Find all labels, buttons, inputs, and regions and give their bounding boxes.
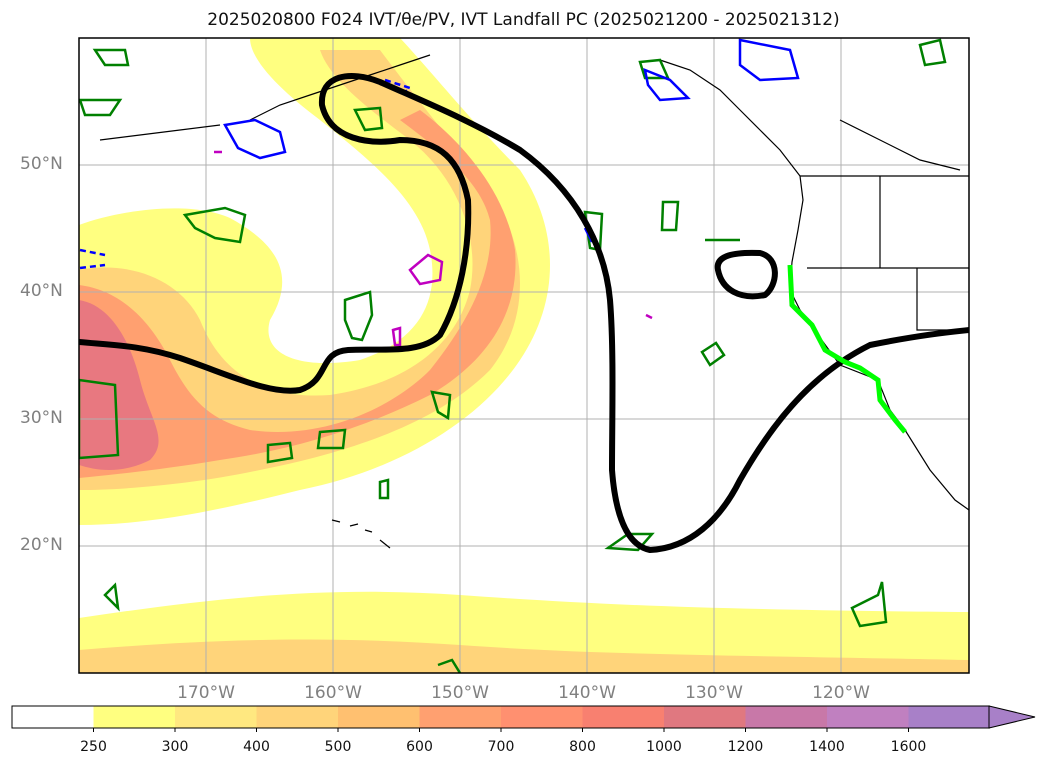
ivt-plume-mid xyxy=(79,50,520,490)
ivt-band-south-inner xyxy=(79,639,969,673)
colorbar-segment xyxy=(12,706,94,728)
map-area xyxy=(79,38,969,673)
landfall-line xyxy=(787,264,907,434)
colorbar-tick-label: 400 xyxy=(243,739,270,755)
colorbar-tick-label: 800 xyxy=(569,739,596,755)
colorbar-segment xyxy=(827,706,909,728)
gridlines xyxy=(79,38,969,673)
lat-label-30n: 30°N xyxy=(20,408,63,428)
colorbar-segment xyxy=(338,706,420,728)
lon-label-150w: 150°W xyxy=(431,683,489,703)
colorbar-tick-label: 600 xyxy=(406,739,433,755)
lon-label-140w: 140°W xyxy=(558,683,616,703)
colorbar-segment xyxy=(256,706,339,728)
coastlines xyxy=(99,54,969,549)
map-frame xyxy=(78,37,970,674)
colorbar-segment xyxy=(93,706,176,728)
colorbar xyxy=(11,705,1036,732)
colorbar-tick-label: 1200 xyxy=(727,739,764,755)
colorbar-segment xyxy=(908,706,991,728)
lon-label-170w: 170°W xyxy=(177,683,235,703)
lon-label-120w: 120°W xyxy=(812,683,870,703)
colorbar-tick-label: 1600 xyxy=(890,739,927,755)
colorbar-tick-label: 1000 xyxy=(646,739,682,755)
colorbar-segment xyxy=(664,706,746,728)
colorbar-segment xyxy=(501,706,583,728)
colorbar-segment xyxy=(175,706,257,728)
colorbar-segment xyxy=(419,706,502,728)
pc-contours xyxy=(79,73,969,553)
colorbar-tick-label: 250 xyxy=(80,739,107,755)
colorbar-extend-arrow xyxy=(988,705,1036,729)
colorbar-tick-label: 500 xyxy=(324,739,352,755)
lat-label-20n: 20°N xyxy=(20,535,63,555)
colorbar-tick-label: 700 xyxy=(487,739,515,755)
colorbar-segment xyxy=(745,706,828,728)
colorbar-tick-label: 1400 xyxy=(809,739,845,755)
lat-label-50n: 50°N xyxy=(20,154,63,174)
lon-label-160w: 160°W xyxy=(304,683,362,703)
magenta-contours xyxy=(214,150,653,347)
lon-label-130w: 130°W xyxy=(685,683,743,703)
colorbar-tick-label: 300 xyxy=(161,739,189,755)
figure-title: 2025020800 F024 IVT/θe/PV, IVT Landfall … xyxy=(207,10,840,30)
lat-label-40n: 40°N xyxy=(20,281,63,301)
colorbar-segment xyxy=(582,706,665,728)
